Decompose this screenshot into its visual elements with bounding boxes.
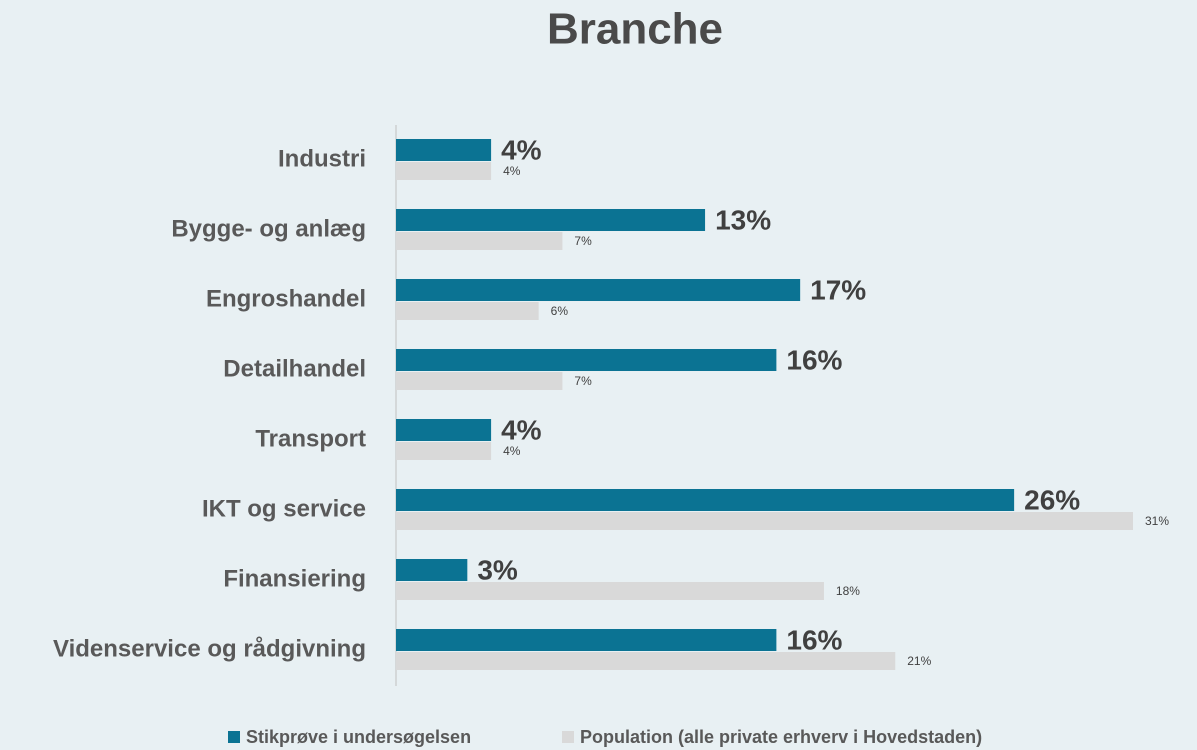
value-label: 16% <box>786 624 842 655</box>
category-label: Transport <box>255 425 366 452</box>
legend-swatch <box>562 731 574 743</box>
value-label: 21% <box>907 654 931 668</box>
legend-label: Population (alle private erhverv i Hoved… <box>580 727 982 747</box>
category-label: Engroshandel <box>206 285 366 312</box>
value-label: 17% <box>810 274 866 305</box>
category-label: Finansiering <box>223 565 366 592</box>
bar <box>396 629 777 651</box>
category-label: IKT og service <box>202 495 366 522</box>
bar <box>396 582 824 600</box>
value-label: 7% <box>574 234 592 248</box>
bar <box>396 349 777 371</box>
value-label: 7% <box>574 374 592 388</box>
value-label: 4% <box>503 444 521 458</box>
value-label: 4% <box>501 134 542 165</box>
bar <box>396 209 706 231</box>
value-label: 6% <box>551 304 569 318</box>
bar <box>396 442 492 460</box>
legend-swatch <box>228 731 240 743</box>
bar <box>396 419 492 441</box>
bar <box>396 372 563 390</box>
value-label: 26% <box>1024 484 1080 515</box>
value-label: 4% <box>503 164 521 178</box>
bar <box>396 139 492 161</box>
bar <box>396 512 1133 530</box>
value-label: 13% <box>715 204 771 235</box>
bar <box>396 232 563 250</box>
bar <box>396 302 539 320</box>
category-label: Bygge- og anlæg <box>171 215 366 242</box>
bar <box>396 162 492 180</box>
value-label: 4% <box>501 414 542 445</box>
legend-label: Stikprøve i undersøgelsen <box>246 727 471 747</box>
chart-title: Branche <box>547 5 723 54</box>
value-label: 31% <box>1145 514 1169 528</box>
bar <box>396 652 896 670</box>
value-label: 18% <box>836 584 860 598</box>
bar <box>396 279 801 301</box>
category-label: Detailhandel <box>223 355 366 382</box>
value-label: 16% <box>786 344 842 375</box>
value-label: 3% <box>477 554 518 585</box>
bar <box>396 559 468 581</box>
category-label: Industri <box>278 145 366 172</box>
category-label: Videnservice og rådgivning <box>53 635 366 662</box>
bar <box>396 489 1015 511</box>
